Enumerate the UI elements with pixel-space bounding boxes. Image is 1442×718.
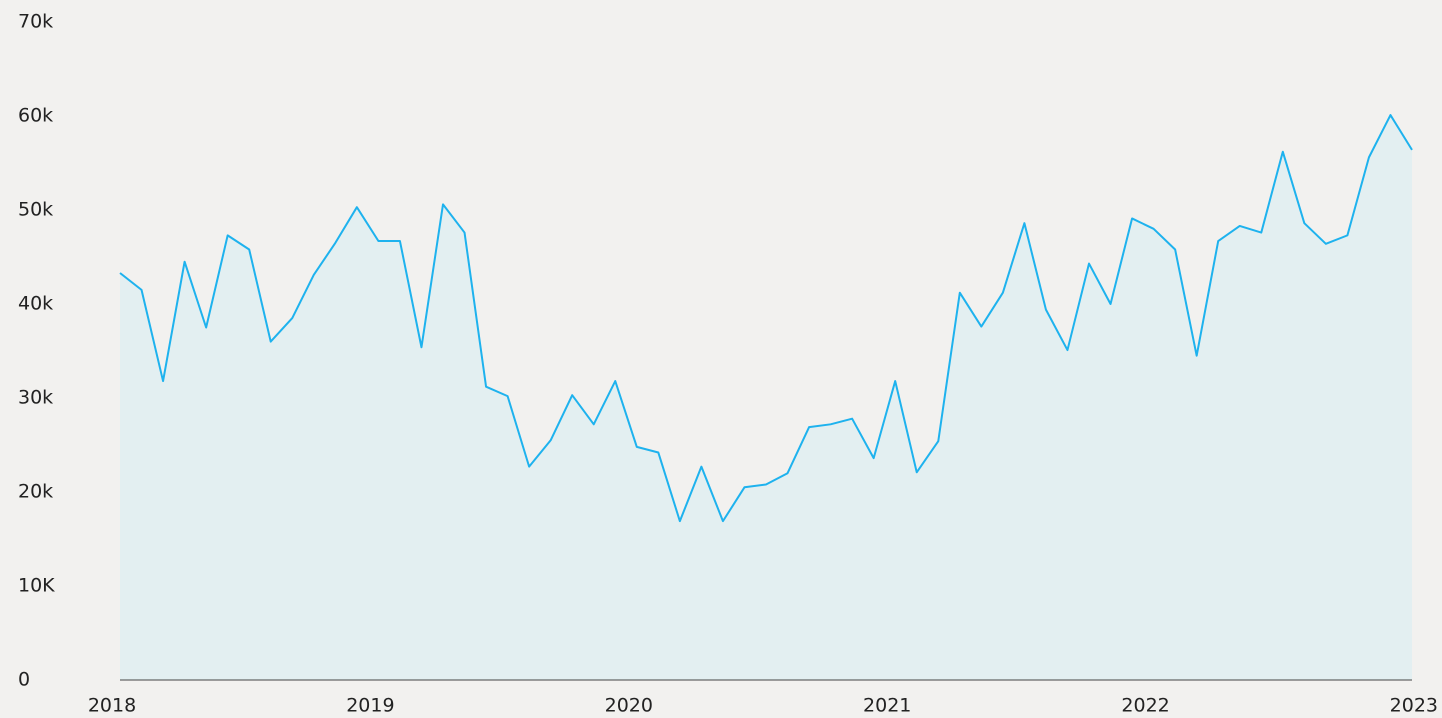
y-tick-label: 60k <box>18 105 53 127</box>
y-tick-label: 10K <box>18 575 55 597</box>
x-tick-label: 2023 <box>1390 695 1438 717</box>
y-tick-label: 70k <box>18 11 53 33</box>
x-tick-label: 2021 <box>863 695 911 717</box>
y-tick-label: 20k <box>18 481 53 503</box>
y-tick-label: 0 <box>18 669 30 691</box>
y-tick-label: 40k <box>18 293 53 315</box>
area-fill <box>120 115 1412 680</box>
x-tick-label: 2019 <box>346 695 394 717</box>
x-tick-label: 2022 <box>1121 695 1169 717</box>
line <box>119 114 1413 523</box>
x-tick-label: 2018 <box>88 695 136 717</box>
y-tick-label: 50k <box>18 199 53 221</box>
x-tick-label: 2020 <box>605 695 653 717</box>
y-tick-label: 30k <box>18 387 53 409</box>
